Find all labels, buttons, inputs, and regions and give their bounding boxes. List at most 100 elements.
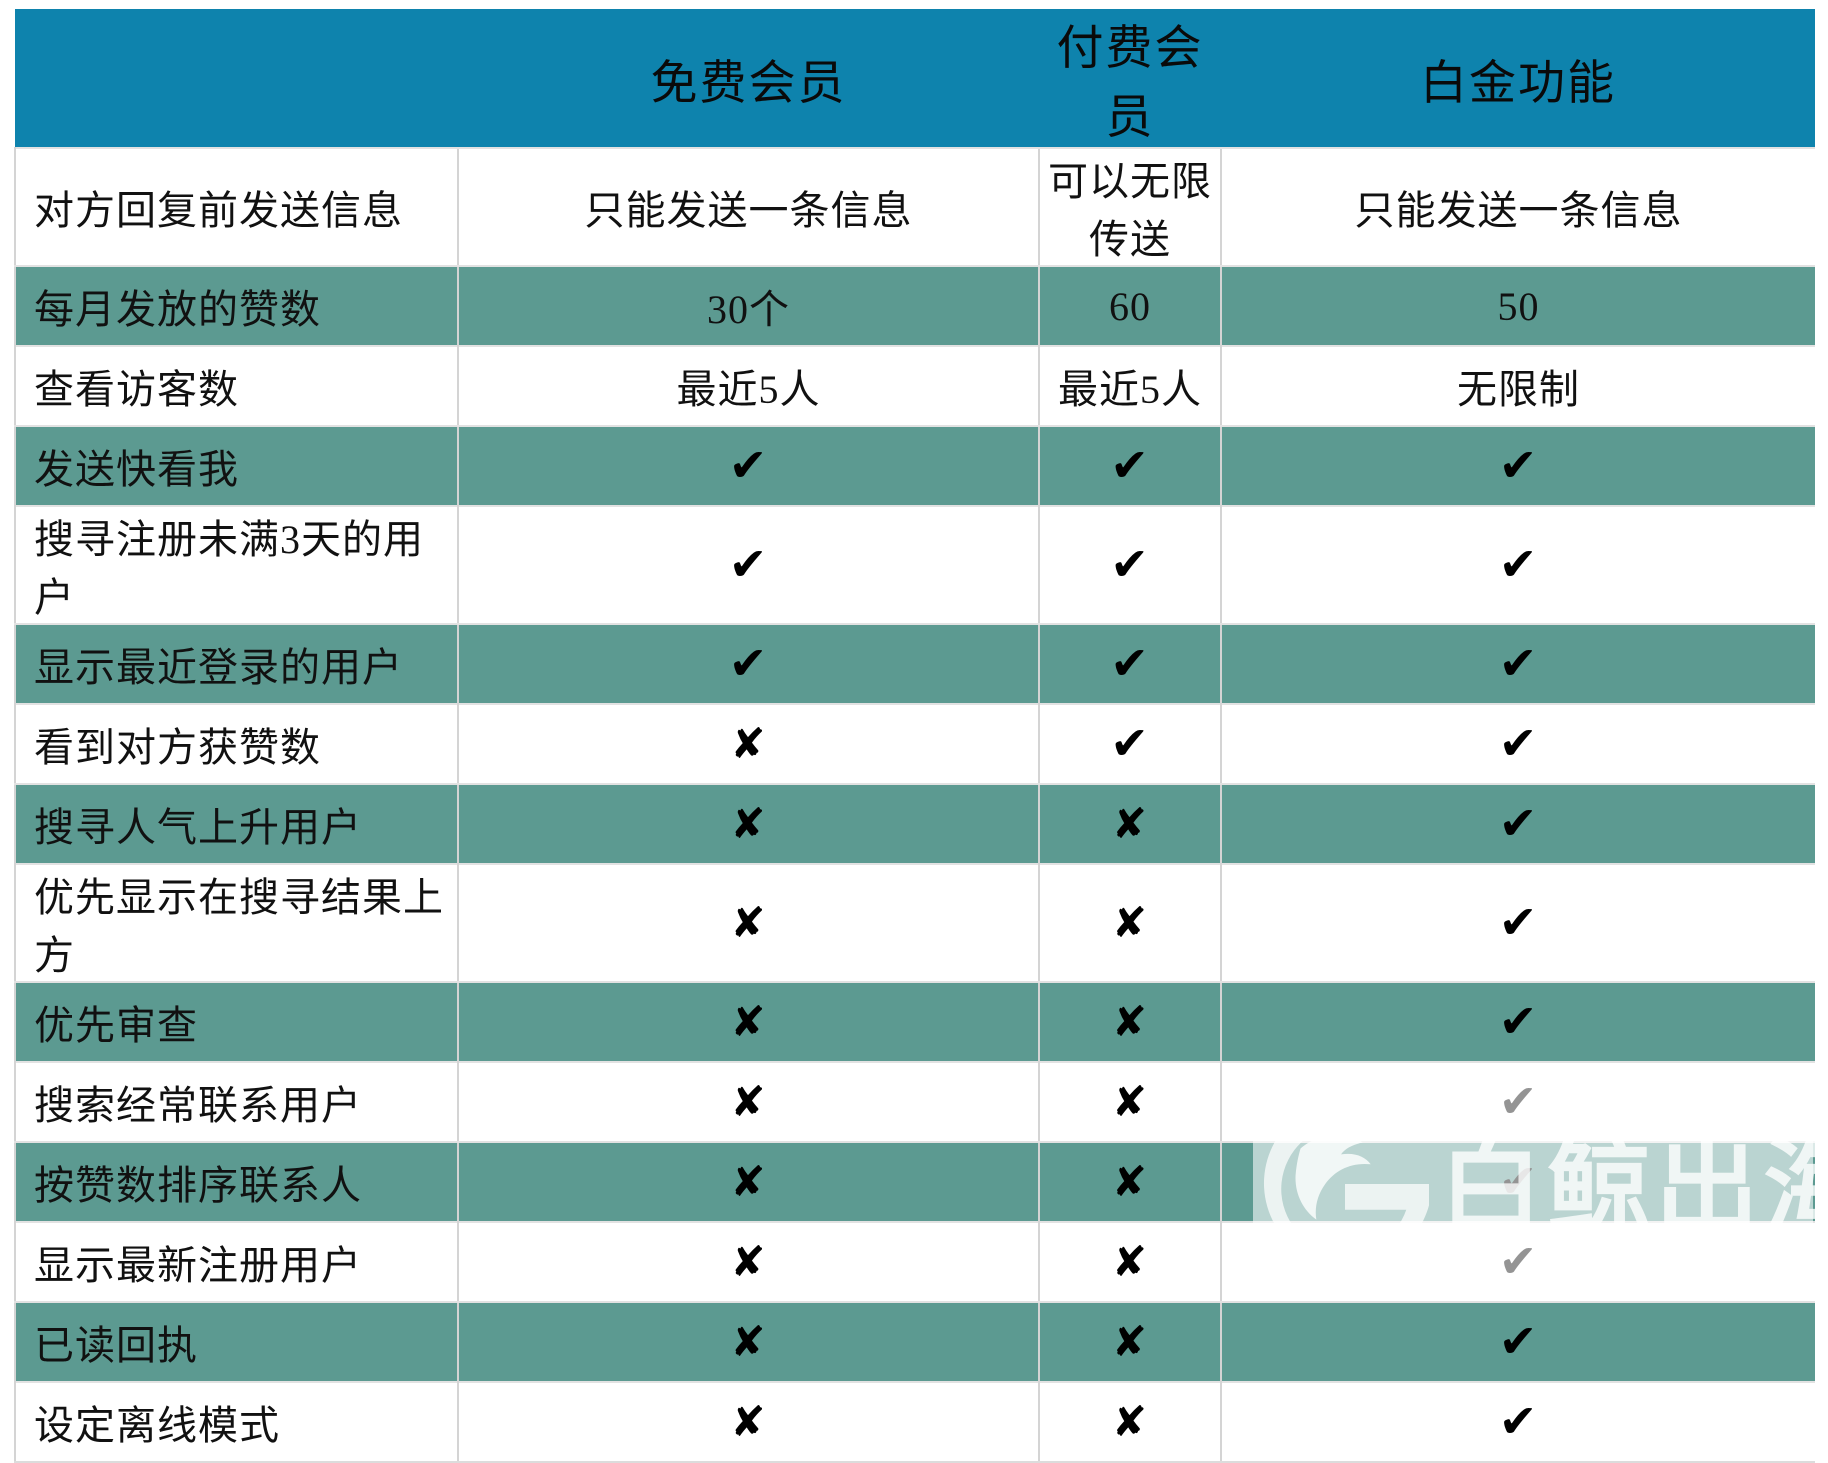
cell-paid-member: 最近5人 [1038,345,1221,427]
cell-paid-member: ✔ [1038,426,1221,506]
cell-free-member: ✘ [457,1221,1039,1303]
cell-platinum-feature: ✔ [1220,505,1815,625]
cell-paid-member: ✘ [1038,1221,1221,1303]
check-icon: ✔ [1498,1153,1539,1208]
check-icon: ✔ [1110,437,1150,492]
cell-platinum-feature: ✔ [1220,784,1815,864]
table-row: 显示最新注册用户 ✘ ✘ ✔ [14,1221,1815,1303]
cell-free-member: ✔ [457,426,1039,506]
cell-platinum-feature: 50 [1220,266,1815,346]
cell-free-member: ✔ [457,505,1039,625]
row-label: 搜寻人气上升用户 [14,784,458,864]
cell-free-member: ✘ [457,1302,1039,1382]
check-icon: ✔ [728,635,769,690]
check-icon: ✔ [1110,715,1150,770]
check-icon: ✔ [1110,536,1150,591]
cell-free-member: ✘ [457,1142,1039,1222]
table-row: 每月发放的赞数 30个 60 50 [14,266,1815,346]
row-label: 优先显示在搜寻结果上方 [14,863,458,983]
check-icon: ✔ [1498,536,1539,591]
header-cell-feature [15,9,458,148]
cross-icon: ✘ [1111,897,1149,947]
cell-platinum-feature: ✔ [1220,1142,1815,1222]
cell-paid-member: ✘ [1038,784,1221,864]
cell-free-member: ✘ [457,784,1039,864]
check-icon: ✔ [728,536,769,591]
cell-paid-member: ✘ [1038,1061,1221,1143]
cell-platinum-feature: 无限制 [1220,345,1815,427]
row-label: 显示最新注册用户 [14,1221,458,1303]
cell-free-member: 30个 [457,266,1039,346]
cross-icon: ✘ [1111,1076,1149,1126]
table-row: 看到对方获赞数 ✘ ✔ ✔ [14,703,1815,785]
cross-icon: ✘ [730,1316,767,1366]
row-label: 设定离线模式 [14,1381,458,1463]
cross-icon: ✘ [730,1396,767,1446]
cell-platinum-feature: ✔ [1220,863,1815,983]
cross-icon: ✘ [1111,996,1149,1046]
cell-platinum-feature: ✔ [1220,982,1815,1062]
cell-paid-member: ✘ [1038,982,1221,1062]
table-row: 查看访客数 最近5人 最近5人 无限制 [14,345,1815,427]
cell-free-member: ✘ [457,982,1039,1062]
cell-free-member: 只能发送一条信息 [457,147,1039,267]
table-row: 搜寻人气上升用户 ✘ ✘ ✔ [14,784,1815,864]
row-label: 每月发放的赞数 [14,266,458,346]
table-row: 优先显示在搜寻结果上方 ✘ ✘ ✔ [14,863,1815,983]
check-icon: ✔ [1498,1233,1539,1288]
cell-platinum-feature: ✔ [1220,1381,1815,1463]
table-row: 显示最近登录的用户 ✔ ✔ ✔ [14,624,1815,704]
cross-icon: ✘ [730,897,767,947]
cell-platinum-feature: 只能发送一条信息 [1220,147,1815,267]
comparison-table-container: 免费会员 付费会员 白金功能 对方回复前发送信息 只能发送一条信息 可以无限传送 只能… [14,9,1815,1463]
table-row: 对方回复前发送信息 只能发送一条信息 可以无限传送 只能发送一条信息 [14,147,1815,267]
check-icon: ✔ [1498,1073,1539,1128]
row-label: 显示最近登录的用户 [14,624,458,704]
table-header: 免费会员 付费会员 白金功能 [15,9,1815,148]
header-cell-platinum-feature: 白金功能 [1221,9,1815,148]
check-icon: ✔ [1498,1313,1539,1368]
membership-comparison-table: 免费会员 付费会员 白金功能 对方回复前发送信息 只能发送一条信息 可以无限传送 只能… [14,9,1815,1463]
cell-platinum-feature: ✔ [1220,1061,1815,1143]
table-row: 搜索经常联系用户 ✘ ✘ ✔ [14,1061,1815,1143]
check-icon: ✔ [1498,795,1539,850]
table-row: 设定离线模式 ✘ ✘ ✔ [14,1381,1815,1463]
cell-free-member: ✔ [457,624,1039,704]
row-label: 搜寻注册未满3天的用户 [14,505,458,625]
cross-icon: ✘ [730,1076,767,1126]
cell-platinum-feature: ✔ [1220,1221,1815,1303]
cross-icon: ✘ [1111,798,1149,848]
check-icon: ✔ [1110,635,1150,690]
row-label: 看到对方获赞数 [14,703,458,785]
check-icon: ✔ [728,437,769,492]
cell-paid-member: ✘ [1038,1302,1221,1382]
cell-free-member: ✘ [457,1381,1039,1463]
cell-paid-member: ✔ [1038,624,1221,704]
cell-platinum-feature: ✔ [1220,624,1815,704]
row-label: 已读回执 [14,1302,458,1382]
table-row: 已读回执 ✘ ✘ ✔ [14,1302,1815,1382]
cell-free-member: ✘ [457,1061,1039,1143]
cross-icon: ✘ [1111,1396,1149,1446]
row-label: 搜索经常联系用户 [14,1061,458,1143]
cross-icon: ✘ [730,996,767,1046]
table-row: 按赞数排序联系人 ✘ ✘ ✔ [14,1142,1815,1222]
cross-icon: ✘ [1111,1156,1149,1206]
cross-icon: ✘ [730,798,767,848]
cell-free-member: ✘ [457,863,1039,983]
cell-paid-member: ✘ [1038,1381,1221,1463]
check-icon: ✔ [1498,1393,1539,1448]
cell-paid-member: 可以无限传送 [1038,147,1221,267]
table-row: 优先审查 ✘ ✘ ✔ [14,982,1815,1062]
check-icon: ✔ [1498,635,1539,690]
cell-paid-member: ✔ [1038,703,1221,785]
table-row: 发送快看我 ✔ ✔ ✔ [14,426,1815,506]
cell-paid-member: ✘ [1038,1142,1221,1222]
cell-platinum-feature: ✔ [1220,426,1815,506]
cell-free-member: ✘ [457,703,1039,785]
row-label: 对方回复前发送信息 [14,147,458,267]
cell-platinum-feature: ✔ [1220,1302,1815,1382]
check-icon: ✔ [1498,437,1539,492]
row-label: 发送快看我 [14,426,458,506]
cross-icon: ✘ [730,1236,767,1286]
